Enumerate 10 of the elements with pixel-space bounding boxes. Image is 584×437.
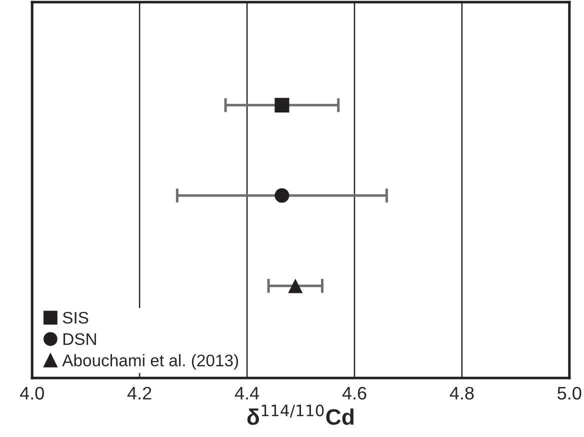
x-tick-label: 4.8: [450, 386, 474, 400]
x-tick-label: 4.2: [127, 386, 152, 400]
x-tick-label: 4.4: [234, 387, 260, 400]
x-axis-title: δ$^{114/110}$Cd: [247, 404, 354, 425]
x-tick-label: 5.0: [558, 386, 582, 400]
legend-label: DSN: [63, 333, 96, 346]
x-tick-label: 4.6: [342, 386, 366, 400]
legend-label: Abouchami et al. (2013): [62, 354, 238, 370]
legend-label: SIS: [62, 312, 88, 324]
x-tick-label: 4.0: [20, 386, 44, 400]
